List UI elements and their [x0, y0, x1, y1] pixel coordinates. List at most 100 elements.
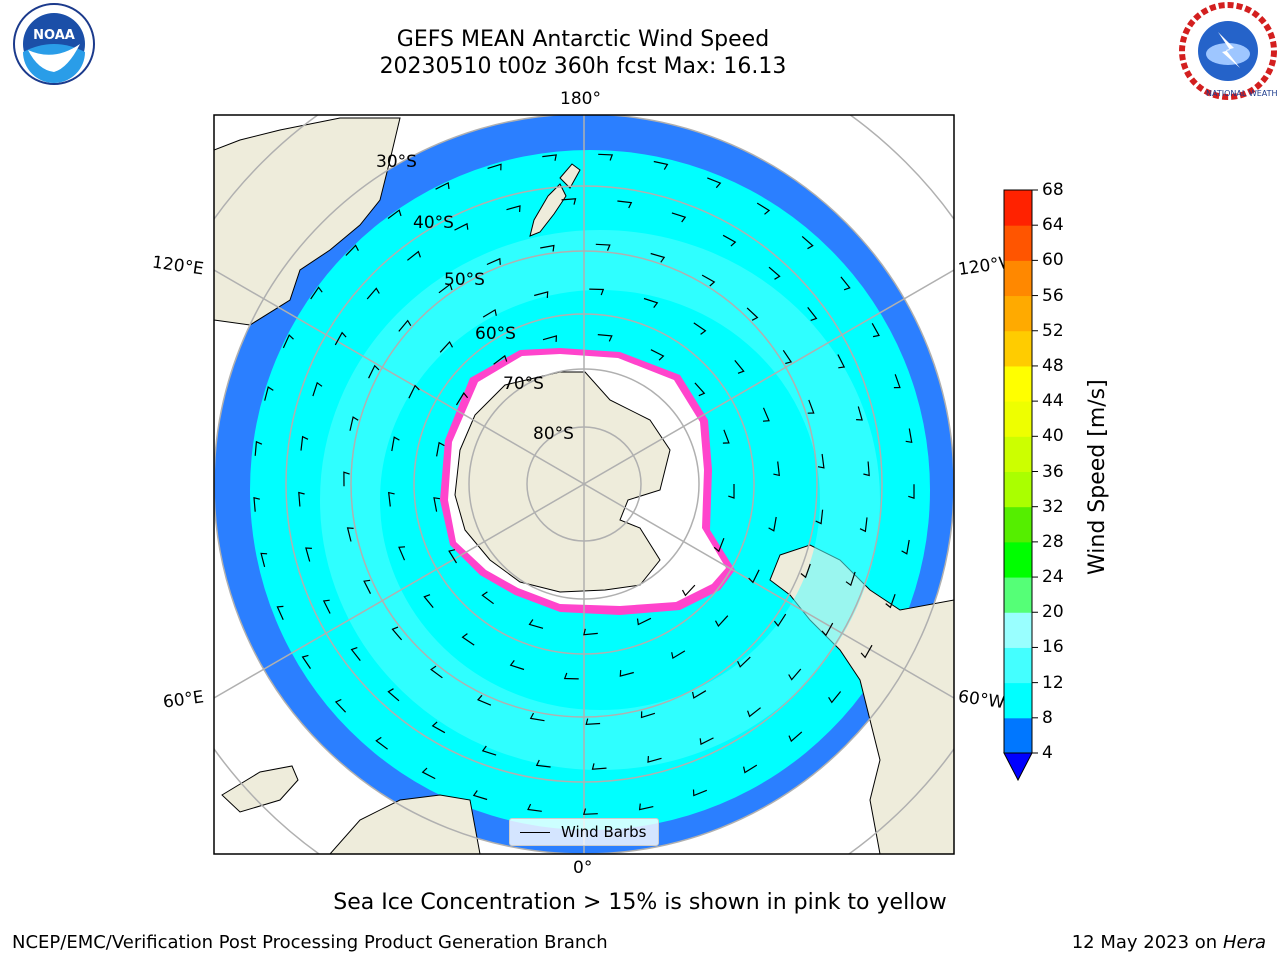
nws-logo: NATIONAL WEATHER SERVICE	[1179, 2, 1278, 100]
wind-barb	[699, 737, 714, 746]
wind-barb	[837, 354, 846, 369]
wind-barb	[334, 331, 347, 346]
wind-barb	[782, 349, 793, 365]
wind-barb	[582, 808, 598, 815]
wind-barb	[535, 759, 551, 768]
colorbar-block	[1004, 506, 1032, 543]
colorbar-tick-label: 48	[1042, 355, 1064, 376]
colorbar-block	[1004, 682, 1032, 719]
wind-barb	[908, 484, 915, 500]
land-antarctica	[454, 371, 671, 593]
wind-barb	[363, 579, 372, 594]
wind-barb	[300, 435, 309, 451]
colorbar-blocks	[1003, 189, 1033, 782]
wind-barb	[617, 200, 633, 209]
wind-barb	[461, 633, 475, 646]
wind-barb	[681, 584, 696, 597]
wind-barb	[301, 654, 311, 669]
wind-barb	[334, 698, 347, 713]
colorbar-label: Wind Speed [m/s]	[1085, 379, 1110, 575]
graticule	[214, 115, 954, 854]
wind-barb	[788, 731, 803, 743]
wind-barb	[856, 406, 863, 421]
wind-barb	[388, 491, 395, 507]
wind-barb	[421, 767, 436, 780]
sea-ice-footnote: Sea Ice Concentration > 15% is shown in …	[333, 890, 947, 915]
wind-barb	[343, 471, 350, 487]
wind-barb	[746, 307, 759, 321]
wind-barb	[282, 334, 294, 349]
wind-barb	[756, 202, 771, 215]
wind-barb	[728, 484, 735, 499]
colorbar-tick-label: 32	[1042, 496, 1064, 517]
nws-logo-text: NATIONAL WEATHER SERVICE	[1206, 89, 1278, 98]
wind-barb	[435, 181, 450, 190]
wind-barb	[840, 276, 851, 291]
wind-barb	[694, 382, 706, 397]
map-title: GEFS MEAN Antarctic Wind Speed	[396, 27, 770, 52]
wind-barb	[481, 745, 497, 756]
wind-barb	[589, 288, 605, 296]
wind-barb	[747, 707, 761, 718]
wind-barb	[595, 243, 611, 251]
wind-barb	[391, 626, 403, 641]
wind-band	[320, 230, 880, 770]
wind-barb	[671, 650, 686, 660]
colorbar-block	[1004, 401, 1032, 437]
wind-barb	[722, 429, 730, 444]
wind-barb	[768, 266, 781, 280]
colorbar-block	[1004, 541, 1032, 578]
wind-barb	[693, 322, 707, 335]
lat-label-70s: 70°S	[503, 374, 544, 394]
wind-barb	[254, 440, 263, 456]
wind-barb	[493, 354, 508, 365]
lat-label-50s: 50°S	[444, 270, 485, 290]
wind-barb	[481, 591, 494, 605]
wind-barb	[368, 364, 380, 379]
wind-barb	[821, 622, 834, 637]
wind-barb	[506, 205, 521, 212]
wind-barbs	[253, 153, 915, 815]
lon-label-0: 0°	[573, 858, 593, 878]
colorbar	[1003, 189, 1038, 782]
wind-barb	[893, 374, 901, 389]
colorbar-block	[1004, 717, 1032, 754]
colorbar-tick-label: 4	[1042, 743, 1053, 763]
wind-barb	[423, 594, 434, 608]
wind-barb	[398, 546, 406, 561]
wind-barb	[563, 672, 579, 680]
wind-barb	[345, 244, 359, 256]
colorbar-block	[1004, 612, 1032, 648]
wind-barb	[863, 461, 870, 477]
colorbar-block	[1004, 436, 1032, 472]
wind-barb	[671, 212, 687, 223]
map-area	[214, 115, 954, 854]
wind-barb	[366, 287, 380, 300]
colorbar-tick-label: 52	[1042, 320, 1064, 341]
wind-barb	[692, 690, 707, 699]
colorbar-block	[1004, 365, 1032, 402]
wind-barb-legend-line	[520, 832, 550, 833]
wind-barb	[788, 668, 802, 681]
wind-barb	[871, 323, 880, 338]
colorbar-tick-label: 8	[1042, 707, 1053, 728]
wind-barb	[455, 392, 469, 406]
wind-barb	[264, 386, 274, 401]
colorbar-tick-label: 56	[1042, 285, 1064, 306]
wind-barb	[476, 694, 492, 706]
colorbar-tick-label: 64	[1042, 215, 1064, 236]
wind-barb	[619, 670, 634, 677]
colorbar-block	[1004, 647, 1032, 684]
wind-barb	[253, 497, 260, 512]
colorbar-tick-label: 60	[1042, 250, 1064, 271]
wind-barb	[448, 549, 458, 564]
wind-barb	[509, 660, 525, 671]
wind-barb	[407, 250, 421, 261]
wind-barb	[591, 763, 607, 770]
colorbar-block	[1004, 260, 1032, 297]
wind-barb	[486, 257, 501, 266]
wind-barb	[298, 491, 305, 507]
wind-barb	[346, 527, 354, 542]
wind-barb	[640, 711, 656, 719]
wind-barb	[768, 516, 777, 532]
